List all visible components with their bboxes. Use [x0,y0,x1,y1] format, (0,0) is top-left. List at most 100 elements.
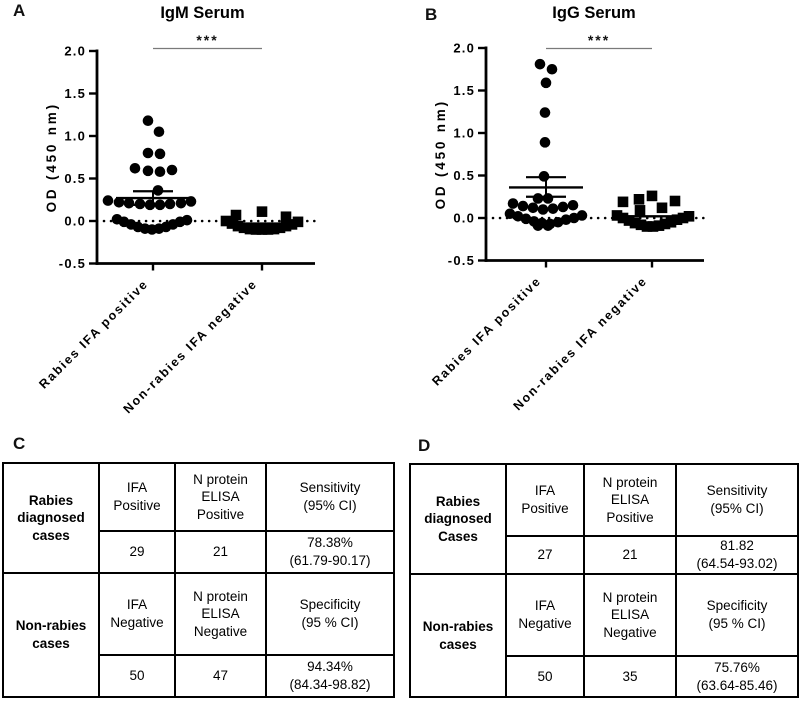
data-point-square [659,218,671,230]
y-tick-label: 2.0 [64,44,86,59]
plot-title: IgG Serum [552,4,635,22]
data-point-circle [512,211,524,222]
data-point-circle [175,197,187,209]
data-point-circle [129,163,141,174]
data-point-circle [142,147,154,159]
data-point-square [656,202,668,214]
data-point-circle [546,63,558,75]
panel-label-b: B [425,5,438,24]
plot-title: IgM Serum [160,4,244,22]
data-point-square [669,195,681,207]
data-point-circle [152,185,164,196]
significance-stars: *** [196,32,218,48]
data-point-circle [142,115,154,126]
row-header: Rabies diagnosed cases [4,464,100,574]
data-point-circle [113,197,125,208]
data-point-square [611,210,623,221]
data-point-circle [539,137,551,148]
data-point-square [230,209,242,221]
data-point-circle [154,166,166,177]
x-category-label: Rabies IFA positive [36,277,151,392]
y-tick-label: 1.5 [64,86,86,101]
column-header: IFA Negative [507,575,585,657]
row-header: Rabies diagnosed Cases [411,465,507,575]
data-point-circle [164,198,176,210]
data-point-square [665,216,677,228]
data-point-square [623,215,635,226]
row-header: Non-rabies cases [4,574,100,696]
data-point-square [256,224,268,235]
column-header: Specificity (95 % CI) [677,575,797,657]
table-value: 50 [100,656,176,696]
y-tick-label: 0.5 [453,168,475,183]
data-point-circle [153,126,165,138]
data-point-square [280,220,292,232]
data-point-circle [567,199,579,211]
column-header: IFA Positive [507,465,585,537]
data-point-circle [539,107,551,118]
data-point-square [617,196,629,208]
data-point-square [244,223,256,235]
data-point-circle [540,77,552,89]
data-point-square [653,220,665,231]
table-value: 29 [100,532,176,574]
data-point-circle [185,196,197,207]
data-point-circle [142,165,154,177]
data-point-circle [557,201,569,213]
data-point-square [633,194,645,205]
column-header: N protein ELISA Negative [585,575,677,657]
data-point-square [286,219,298,230]
data-point-circle [534,58,546,70]
igm-sensitivity-specificity-table: Rabies diagnosed cases IFA Positive N pr… [2,462,395,698]
table-value: 35 [585,657,677,697]
panel-label-a: A [13,1,26,20]
column-header: IFA Negative [100,574,176,656]
y-axis-label: OD (450 nm) [44,102,59,212]
data-point-square [232,220,244,232]
data-point-circle [542,193,554,204]
data-point-square [635,219,647,231]
data-point-square [280,211,292,223]
data-point-square [677,212,689,224]
data-point-square [683,211,695,222]
table-value: 47 [176,656,267,696]
table-value: 94.34% (84.34-98.82) [289,659,371,692]
data-point-square [274,222,286,234]
table-value: 21 [176,532,267,574]
table-value: 27 [507,537,585,575]
y-tick-label: -0.5 [59,256,86,271]
data-point-circle [166,164,178,176]
x-category-label: Non-rabies IFA negative [121,277,261,417]
data-point-circle [144,199,156,211]
data-point-circle [532,220,544,231]
data-point-square [629,217,641,229]
y-tick-label: 0.5 [64,171,86,186]
data-point-circle [134,198,146,210]
y-tick-label: 1.5 [453,83,475,98]
data-point-circle [154,199,166,211]
data-point-square [671,214,683,225]
data-point-circle [517,200,529,212]
igm-serum-scatter-plot: *** IgM Serum 2.0 1.5 1.0 0.5 0.0 -0.5 OD (450 n… [36,4,317,417]
data-point-circle [154,148,166,160]
data-point-circle [576,210,588,221]
y-tick-label: 0.0 [64,214,86,229]
data-point-square [617,212,629,224]
panel-label-c: C [13,434,26,453]
table-value: 50 [507,657,585,697]
data-point-circle [568,212,580,224]
data-point-circle [542,220,554,231]
y-tick-label: 1.0 [453,126,475,141]
data-point-circle [102,195,114,206]
data-point-square [226,218,238,229]
data-point-square [262,224,274,235]
data-point-square [647,221,659,232]
data-point-circle [532,193,544,204]
data-point-square [268,223,280,235]
y-tick-label: 2.0 [453,41,475,56]
y-axis-label: OD (450 nm) [433,99,448,209]
column-header: IFA Positive [100,464,176,532]
data-point-square [256,206,268,217]
row-header: Non-rabies cases [411,575,507,697]
